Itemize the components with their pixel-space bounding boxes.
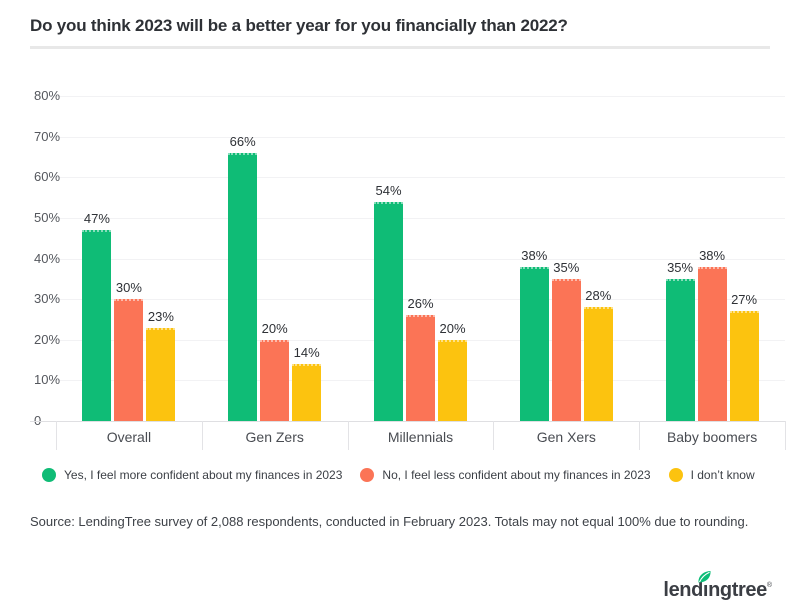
chart-title: Do you think 2023 will be a better year …	[30, 16, 568, 35]
bar[interactable]	[260, 339, 290, 421]
y-axis-tick-label: 60%	[34, 169, 61, 185]
bar[interactable]	[729, 311, 759, 421]
x-axis-category-label: Overall	[106, 429, 152, 445]
source-note: Source: LendingTree survey of 2,088 resp…	[30, 514, 749, 529]
bar-value-label: 30%	[115, 280, 142, 296]
y-axis-tick-label: 20%	[34, 331, 61, 347]
bar-value-label: 38%	[699, 247, 726, 263]
gridline	[56, 299, 785, 301]
category-separator	[347, 421, 349, 450]
bar-value-label: 20%	[439, 320, 466, 336]
bar-value-label: 35%	[667, 259, 694, 275]
bar-value-label: 38%	[521, 247, 548, 263]
category-separator	[785, 421, 786, 450]
legend-item[interactable]: I don’t know	[668, 468, 755, 482]
bar[interactable]	[406, 315, 435, 421]
y-axis-tick-label: 70%	[34, 128, 61, 144]
bar-value-label: 47%	[83, 211, 110, 227]
bar[interactable]	[519, 266, 549, 421]
bar-value-label: 14%	[293, 345, 320, 361]
legend-dot-icon	[360, 468, 375, 482]
title-divider	[30, 46, 770, 49]
y-axis-tick-label: 0	[34, 413, 41, 429]
bar[interactable]	[374, 201, 403, 421]
bar-value-label: 66%	[229, 133, 256, 149]
x-axis-line	[30, 421, 785, 422]
x-axis-category-label: Gen Zers	[245, 429, 304, 445]
bar-value-label: 54%	[375, 182, 402, 198]
gridline	[56, 177, 785, 179]
bar[interactable]	[292, 364, 322, 421]
legend-item[interactable]: Yes, I feel more confident about my fina…	[42, 468, 342, 482]
category-separator	[493, 421, 495, 450]
gridline	[56, 96, 785, 97]
y-axis-tick-label: 30%	[34, 291, 61, 307]
y-axis-tick-label: 50%	[34, 209, 61, 225]
category-separator	[639, 421, 641, 450]
legend-dot-icon	[42, 468, 56, 482]
bar-value-label: 26%	[407, 296, 434, 312]
y-axis-tick-label: 40%	[34, 250, 61, 266]
legend-dot-icon	[668, 468, 683, 482]
x-axis-category-label: Millennials	[387, 429, 454, 445]
category-separator	[56, 421, 57, 450]
logo-wordmark: lendıngtree	[663, 579, 767, 601]
bar[interactable]	[697, 266, 727, 421]
bar-value-label: 35%	[553, 259, 580, 275]
legend-label: I don’t know	[690, 468, 755, 482]
bar[interactable]	[114, 299, 144, 421]
bar[interactable]	[228, 152, 258, 421]
category-separator	[201, 421, 203, 450]
x-axis-category-label: Gen Xers	[536, 429, 596, 445]
gridline	[56, 136, 785, 138]
bar-chart: 80% 70% 60% 50% 40% 30% 20% 10% 0 Overall Gen Zers…	[30, 80, 786, 450]
bar[interactable]	[583, 307, 613, 421]
y-axis-tick-label: 10%	[34, 372, 61, 388]
lendingtree-logo: lendıngtree®	[663, 570, 772, 604]
logo-reg-mark: ®	[766, 582, 772, 589]
legend: Yes, I feel more confident about my fina…	[42, 468, 772, 482]
bar-value-label: 28%	[585, 288, 612, 304]
bar[interactable]	[82, 230, 112, 421]
bar-value-label: 20%	[261, 320, 288, 336]
logo-leaf-icon	[698, 571, 711, 583]
legend-label: Yes, I feel more confident about my fina…	[64, 468, 343, 482]
bar[interactable]	[551, 278, 581, 421]
y-axis-tick-label: 80%	[34, 88, 61, 103]
x-axis-category-label: Baby boomers	[666, 429, 758, 445]
bar-value-label: 23%	[147, 308, 174, 324]
legend-item[interactable]: No, I feel less confident about my finan…	[360, 468, 651, 482]
bar[interactable]	[665, 278, 695, 421]
gridline	[56, 217, 785, 219]
bar[interactable]	[438, 339, 467, 421]
bar[interactable]	[146, 327, 176, 421]
bar-value-label: 27%	[731, 292, 758, 308]
gridline	[56, 258, 785, 260]
legend-label: No, I feel less confident about my finan…	[382, 468, 651, 482]
